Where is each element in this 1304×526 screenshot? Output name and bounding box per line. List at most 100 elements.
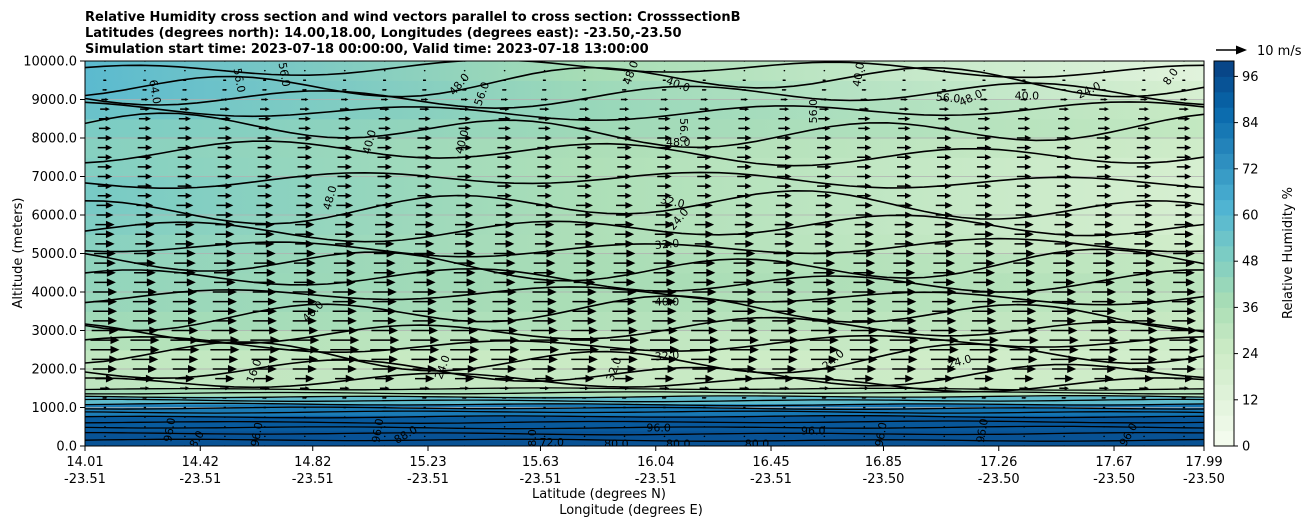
wind-vector bbox=[817, 144, 832, 151]
wind-vector bbox=[892, 316, 917, 325]
wind-vector bbox=[772, 307, 797, 316]
wind-vector bbox=[335, 220, 355, 229]
wind-vector bbox=[383, 79, 387, 81]
colorbar-level bbox=[1214, 91, 1234, 108]
wind-vector bbox=[343, 69, 346, 72]
contour-label: 96.0 bbox=[974, 417, 991, 443]
wind-vector bbox=[502, 396, 508, 399]
wind-vector bbox=[503, 406, 506, 409]
wind-vector bbox=[943, 406, 946, 409]
wind-vector bbox=[863, 69, 866, 72]
wind-vector bbox=[299, 386, 310, 391]
wind-vector bbox=[897, 173, 912, 180]
wind-vector bbox=[140, 386, 150, 391]
wind-vector bbox=[297, 163, 313, 170]
wind-vector bbox=[979, 107, 990, 112]
wind-vector bbox=[212, 364, 237, 374]
x-axis-label-latitude: Latitude (degrees N) bbox=[532, 487, 666, 502]
wind-vector bbox=[217, 135, 233, 141]
wind-vector bbox=[616, 211, 633, 219]
wind-vector bbox=[769, 336, 799, 345]
wind-vector bbox=[774, 374, 795, 383]
wind-vector bbox=[892, 297, 917, 306]
wind-vector bbox=[932, 297, 957, 306]
wind-vector bbox=[337, 183, 353, 190]
humidity-band bbox=[85, 403, 1204, 416]
wind-vector bbox=[698, 125, 711, 131]
wind-vector bbox=[1091, 364, 1117, 374]
wind-vector bbox=[222, 396, 228, 399]
x-tick-label-longitude: -23.51 bbox=[635, 472, 677, 487]
contour-line bbox=[85, 415, 1204, 419]
wind-vector bbox=[461, 98, 469, 101]
wind-vector bbox=[91, 326, 119, 335]
wind-vector bbox=[903, 435, 906, 438]
wind-vector bbox=[652, 364, 677, 374]
wind-vector bbox=[619, 386, 630, 391]
wind-vector bbox=[224, 425, 226, 428]
wind-vector bbox=[738, 125, 751, 131]
wind-vector bbox=[894, 374, 914, 383]
wind-vector bbox=[335, 230, 355, 239]
wind-vector bbox=[970, 355, 998, 364]
wind-vector bbox=[1063, 416, 1065, 418]
wind-vector bbox=[97, 183, 113, 190]
wind-vector bbox=[1023, 435, 1025, 438]
colorbar-tick-label: 72 bbox=[1242, 162, 1259, 177]
wind-vector bbox=[379, 107, 390, 112]
wind-vector bbox=[1135, 211, 1153, 219]
wind-vector bbox=[623, 425, 626, 428]
wind-vector bbox=[257, 144, 273, 151]
wind-vector bbox=[572, 287, 597, 297]
wind-vector bbox=[181, 98, 189, 101]
wind-vector bbox=[1142, 406, 1146, 409]
wind-vector bbox=[91, 355, 119, 364]
wind-vector bbox=[417, 144, 432, 151]
contour-label: 96.0 bbox=[161, 417, 178, 443]
wind-vector bbox=[257, 192, 273, 199]
wind-vector bbox=[618, 116, 631, 122]
wind-vector bbox=[578, 116, 591, 122]
x-tick-label-latitude: 15.23 bbox=[409, 455, 446, 470]
wind-vector bbox=[657, 144, 672, 151]
wind-vector bbox=[817, 154, 832, 161]
wind-vector bbox=[702, 88, 707, 91]
wind-vector bbox=[137, 144, 153, 151]
wind-vector bbox=[184, 435, 186, 438]
wind-vector bbox=[969, 345, 999, 354]
wind-vector bbox=[1129, 336, 1159, 345]
wind-vector bbox=[817, 135, 832, 141]
wind-vector bbox=[573, 249, 596, 258]
wind-vector bbox=[1063, 435, 1065, 438]
wind-vector bbox=[771, 326, 798, 335]
wind-vector bbox=[330, 345, 360, 354]
wind-vector bbox=[337, 135, 353, 141]
wind-vector bbox=[211, 326, 239, 335]
wind-vector bbox=[938, 116, 951, 122]
wind-vector bbox=[215, 239, 235, 248]
wind-vector bbox=[613, 278, 636, 287]
wind-vector bbox=[1020, 98, 1028, 101]
colorbar-tick-label: 24 bbox=[1242, 347, 1259, 362]
wind-vector bbox=[212, 287, 237, 297]
wind-vector bbox=[972, 297, 997, 306]
wind-vector bbox=[264, 435, 266, 438]
wind-vector bbox=[1012, 316, 1037, 325]
wind-vector bbox=[132, 364, 158, 374]
x-tick-label-longitude: -23.51 bbox=[64, 472, 106, 487]
wind-vector bbox=[979, 386, 990, 391]
wind-vector bbox=[974, 239, 994, 248]
wind-vector bbox=[819, 107, 830, 112]
contour-line bbox=[85, 140, 1204, 167]
wind-vector bbox=[97, 144, 113, 151]
wind-vector bbox=[292, 316, 317, 325]
wind-vector bbox=[732, 287, 757, 297]
contour-label: 56.0 bbox=[231, 67, 248, 93]
wind-vector bbox=[134, 259, 156, 268]
wind-vector bbox=[257, 163, 273, 170]
wind-vector bbox=[1183, 425, 1185, 428]
wind-vector bbox=[492, 297, 517, 306]
wind-vector bbox=[1170, 326, 1198, 335]
wind-vector bbox=[863, 416, 866, 418]
wind-vector bbox=[576, 211, 594, 219]
